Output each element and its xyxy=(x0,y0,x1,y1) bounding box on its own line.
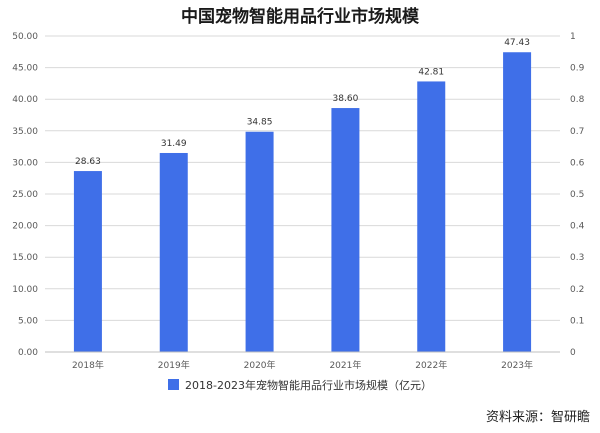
data-label: 38.60 xyxy=(333,94,359,104)
y-tick-label: 20.00 xyxy=(12,222,38,232)
y-tick-label: 5.00 xyxy=(18,316,38,326)
bar xyxy=(245,131,274,352)
y2-tick-label: 0.9 xyxy=(570,64,585,74)
y2-tick-label: 1 xyxy=(570,32,576,42)
y-tick-label: 25.00 xyxy=(12,190,38,200)
bar xyxy=(417,81,446,353)
y2-tick-label: 0.7 xyxy=(570,127,584,137)
bar xyxy=(331,108,360,352)
data-label: 31.49 xyxy=(161,139,187,149)
y2-tick-label: 0.5 xyxy=(570,190,584,200)
y-tick-label: 0.00 xyxy=(18,348,38,358)
data-labels: 28.63 31.49 34.85 38.60 42.81 47.43 xyxy=(75,38,530,167)
y-tick-label: 35.00 xyxy=(12,127,38,137)
source-note: 资料来源：智研瞻 xyxy=(485,410,590,425)
y-axis-left: 0.00 5.00 10.00 15.00 20.00 25.00 30.00 35.00 40… xyxy=(12,32,38,358)
x-tick-label: 2021年 xyxy=(329,359,361,371)
legend: 2018-2023年宠物智能用品行业市场规模（亿元） xyxy=(0,377,600,393)
data-label: 34.85 xyxy=(247,118,273,128)
y-tick-label: 45.00 xyxy=(12,64,38,74)
y-tick-label: 50.00 xyxy=(12,32,38,42)
y2-tick-label: 0.1 xyxy=(570,316,584,326)
chart-title: 中国宠物智能用品行业市场规模 xyxy=(181,7,419,27)
bars xyxy=(73,52,532,353)
gridlines xyxy=(45,35,560,353)
y2-tick-label: 0 xyxy=(570,348,576,358)
y2-tick-label: 0.2 xyxy=(570,285,584,295)
legend-swatch xyxy=(168,379,180,390)
data-label: 42.81 xyxy=(418,67,444,77)
legend-label: 2018-2023年宠物智能用品行业市场规模（亿元） xyxy=(185,379,432,392)
y-tick-label: 15.00 xyxy=(12,253,38,263)
x-tick-label: 2019年 xyxy=(158,359,190,371)
x-tick-label: 2022年 xyxy=(415,359,447,371)
y-tick-label: 10.00 xyxy=(12,285,38,295)
x-tick-label: 2023年 xyxy=(501,359,533,371)
bar xyxy=(73,171,102,352)
y-axis-right: 0 0.1 0.2 0.3 0.4 0.5 0.6 0.7 0.8 0.9 1 xyxy=(570,32,585,358)
bar xyxy=(503,52,532,352)
y2-tick-label: 0.8 xyxy=(570,95,585,105)
y-tick-label: 30.00 xyxy=(12,158,38,168)
x-axis: 2018年 2019年 2020年 2021年 2022年 2023年 xyxy=(45,351,560,371)
y-tick-label: 40.00 xyxy=(12,95,38,105)
data-label: 47.43 xyxy=(504,38,530,48)
bar xyxy=(159,152,188,352)
x-tick-label: 2018年 xyxy=(72,359,104,371)
data-label: 28.63 xyxy=(75,157,101,167)
y2-tick-label: 0.6 xyxy=(570,158,585,168)
y2-tick-label: 0.3 xyxy=(570,253,584,263)
y2-tick-label: 0.4 xyxy=(570,222,585,232)
x-tick-label: 2020年 xyxy=(244,359,276,371)
